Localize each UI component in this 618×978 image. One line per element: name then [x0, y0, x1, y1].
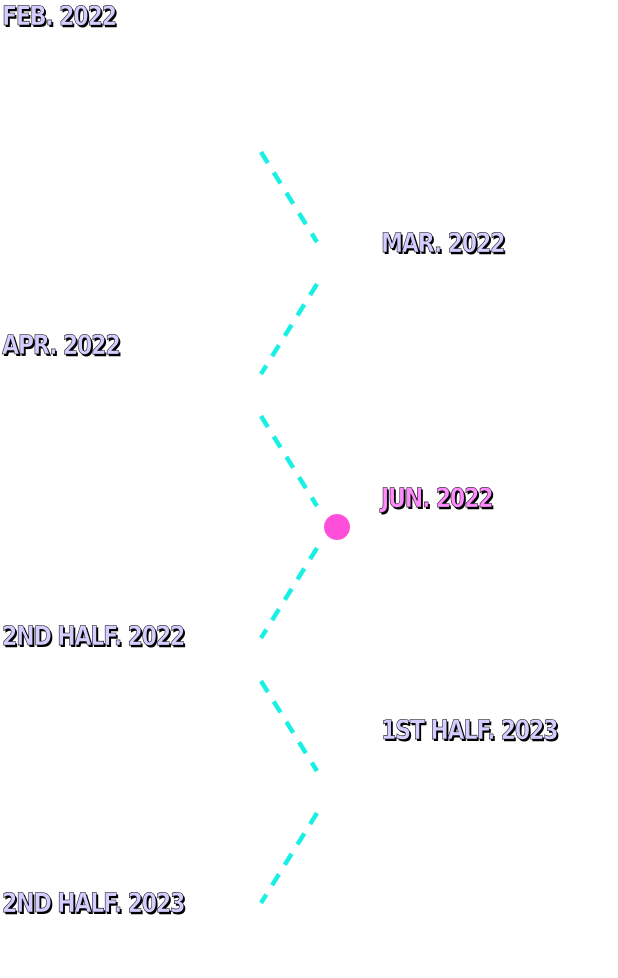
- milestone-mar-2022: MAR. 2022: [381, 228, 506, 260]
- connector-segment-6: [259, 811, 319, 905]
- milestone-2nd-half-2022: 2ND HALF. 2022: [2, 621, 186, 653]
- connector-segment-1: [259, 150, 319, 244]
- milestone-feb-2022: FEB. 2022: [2, 1, 118, 33]
- current-milestone-marker: [324, 514, 350, 540]
- milestone-apr-2022: APR. 2022: [2, 330, 121, 362]
- connector-segment-2: [259, 282, 319, 376]
- connector-segment-4: [259, 546, 319, 640]
- connector-segment-3: [259, 414, 319, 508]
- connector-segment-5: [259, 679, 319, 773]
- milestone-jun-2022: JUN. 2022: [381, 483, 494, 515]
- milestone-2nd-half-2023: 2ND HALF. 2023: [2, 888, 186, 920]
- milestone-1st-half-2023: 1ST HALF. 2023: [381, 715, 559, 747]
